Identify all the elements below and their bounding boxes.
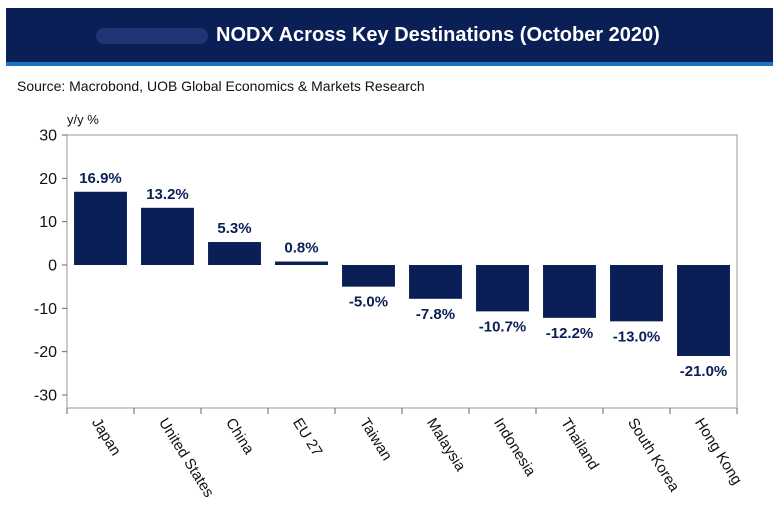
x-tick-label: EU 27: [289, 415, 326, 459]
x-tick-label: South Korea: [624, 415, 683, 495]
y-axis-label: y/y %: [67, 112, 99, 127]
data-label: -10.7%: [479, 318, 527, 335]
data-labels: 16.9% 13.2% 5.3% 0.8% -5.0% -7.8% -10.7% -12.2%…: [79, 170, 727, 380]
bar: [610, 265, 663, 322]
x-tick-label: China: [222, 415, 258, 458]
chart-title: NODX Across Key Destinations (October 20…: [216, 24, 660, 46]
y-tick-label: 30: [39, 128, 57, 145]
y-tick-label: -30: [34, 388, 57, 405]
data-label: -12.2%: [546, 325, 594, 342]
y-tick-label: -10: [34, 301, 57, 318]
x-tick-label: Malaysia: [423, 415, 469, 475]
y-tick-label: 0: [48, 258, 57, 275]
data-label: -21.0%: [680, 363, 728, 380]
y-tick-label: -20: [34, 344, 57, 361]
bar: [74, 191, 127, 265]
bar: [677, 265, 730, 356]
x-tick-label: Hong Kong: [691, 415, 745, 488]
x-axis: [66, 408, 738, 414]
data-label: 0.8%: [284, 240, 318, 257]
data-label: -7.8%: [416, 306, 455, 323]
data-label: 5.3%: [217, 220, 251, 237]
y-axis-ticks: 30 20 10 0 -10 -20 -30: [34, 128, 67, 405]
header-rule: [6, 62, 773, 66]
bar: [543, 265, 596, 318]
data-label: -5.0%: [349, 294, 388, 311]
data-label: -13.0%: [613, 328, 661, 345]
x-tick-labels: Japan United States China EU 27 Taiwan Malays…: [88, 415, 745, 500]
y-tick-label: 10: [39, 214, 57, 231]
x-tick-label: Thailand: [557, 415, 602, 473]
data-label: 13.2%: [146, 186, 189, 203]
bar: [275, 261, 328, 265]
y-tick-label: 20: [39, 171, 57, 188]
bar: [476, 265, 529, 312]
source-note: Source: Macrobond, UOB Global Economics …: [17, 78, 425, 94]
x-tick-label: United States: [155, 415, 217, 500]
x-tick-label: Indonesia: [490, 415, 539, 480]
x-tick-label: Taiwan: [356, 415, 395, 464]
bar: [208, 242, 261, 265]
bars: [74, 191, 730, 356]
x-tick-label: Japan: [88, 415, 124, 459]
bar: [409, 265, 462, 299]
bar: [141, 207, 194, 265]
data-label: 16.9%: [79, 170, 122, 187]
blurred-logo: [96, 28, 208, 44]
bar: [342, 265, 395, 287]
